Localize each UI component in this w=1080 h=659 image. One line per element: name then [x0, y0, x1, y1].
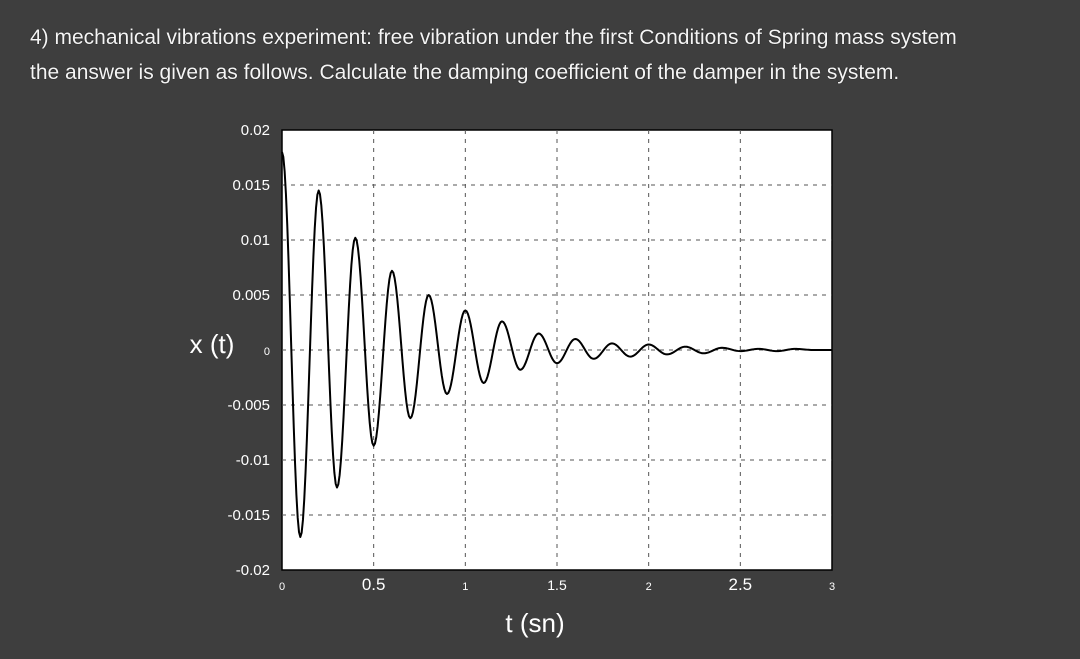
grid-lines — [282, 130, 832, 570]
x-tick-label: 0.5 — [362, 575, 386, 594]
x-tick-label: 1 — [462, 581, 468, 593]
x-tick-label: 0 — [279, 581, 285, 593]
y-axis-label: x (t) — [190, 329, 235, 359]
x-tick-label: 1.5 — [547, 577, 567, 593]
x-axis-label: t (sn) — [505, 608, 564, 638]
y-tick-label: -0.02 — [236, 562, 270, 579]
y-tick-label: -0.015 — [227, 507, 270, 524]
y-tick-label: 0.005 — [232, 287, 270, 304]
question-line-1: 4) mechanical vibrations experiment: fre… — [30, 26, 957, 49]
y-tick-label: -0.01 — [236, 452, 270, 469]
question-text: 4) mechanical vibrations experiment: fre… — [30, 20, 1070, 90]
y-tick-label: 0.01 — [241, 232, 270, 249]
series-line-0 — [281, 151, 832, 538]
x-tick-labels: 0 0.5 1 1.5 2 2.5 3 — [279, 575, 835, 594]
y-tick-labels: 0.02 0.015 0.01 0.005 0 -0.005 -0.01 -0.015 -0.0… — [227, 122, 270, 579]
data-layer — [281, 151, 832, 538]
question-line-2: the answer is given as follows. Calculat… — [30, 61, 900, 84]
y-tick-label: -0.005 — [227, 397, 270, 414]
x-tick-label: 2.5 — [729, 575, 753, 594]
y-tick-label: 0.015 — [232, 177, 270, 194]
y-tick-label: 0.02 — [241, 122, 270, 139]
x-tick-label: 3 — [829, 581, 835, 593]
y-tick-label: 0 — [264, 346, 270, 358]
x-tick-label: 2 — [646, 581, 652, 593]
